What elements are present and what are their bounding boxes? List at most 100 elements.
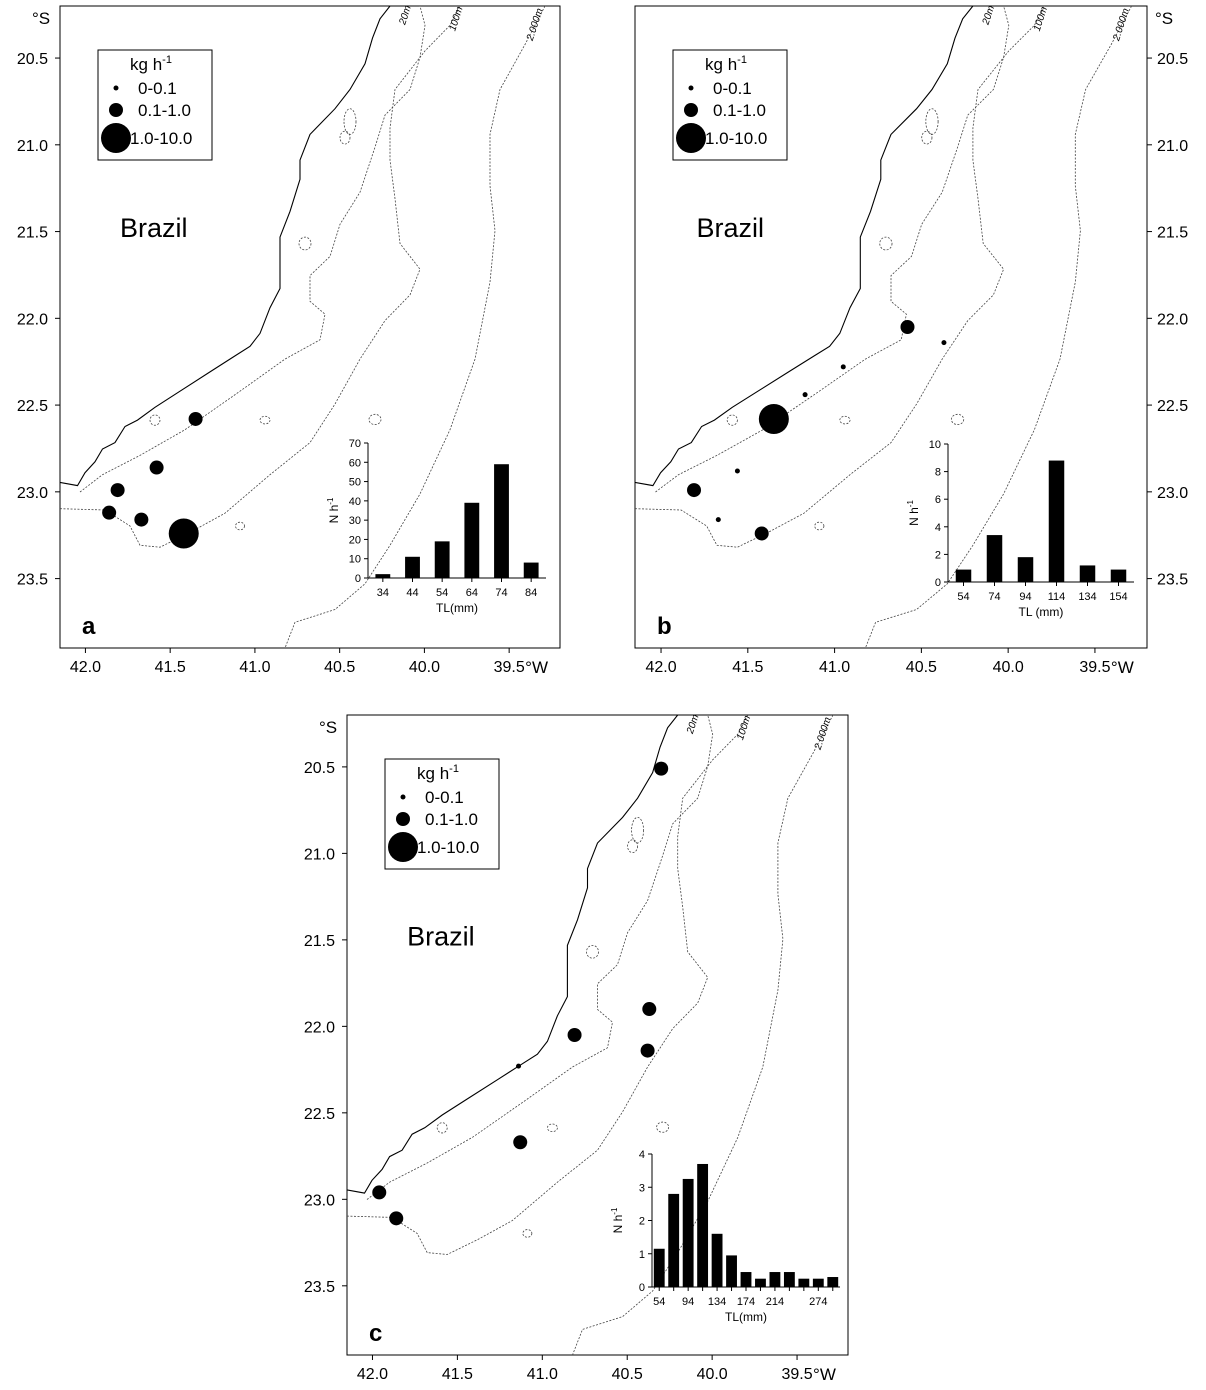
legend-class-label: 0.1-1.0 — [425, 810, 478, 829]
histogram-y-label-main: N h — [611, 1215, 625, 1234]
histogram-y-tick-label: 0 — [355, 573, 361, 585]
panel-letter: a — [82, 613, 96, 640]
lon-tick-label: 39.5 — [1079, 659, 1110, 676]
isobath-20m — [79, 6, 426, 493]
histogram-bar — [1048, 460, 1065, 582]
isobath-2000m — [572, 715, 834, 1355]
station-point — [389, 1211, 404, 1226]
isobath-islet — [631, 816, 644, 844]
isobath-islet — [259, 415, 271, 425]
coastline — [635, 6, 974, 487]
histogram-y-tick-label: 20 — [349, 534, 361, 546]
country-label: Brazil — [407, 921, 475, 951]
station-point — [168, 518, 199, 549]
isobath-islet — [235, 521, 245, 531]
coastline — [347, 715, 679, 1194]
lat-tick-label: 23.0 — [17, 485, 48, 502]
histogram-y-tick-label: 4 — [935, 522, 941, 534]
histogram-y-tick-label: 4 — [639, 1149, 645, 1161]
lat-tick-label: 21.0 — [304, 846, 335, 863]
histogram-bar — [697, 1163, 709, 1287]
histogram-y-tick-label: 0 — [935, 577, 941, 589]
histogram-x-tick-label: 154 — [1109, 591, 1127, 603]
lat-tick-label: 23.0 — [1157, 485, 1188, 502]
lon-tick-label: 41.5 — [732, 659, 763, 676]
station-point — [687, 483, 702, 498]
panel-letter: c — [369, 1320, 382, 1347]
lat-tick-label: 21.5 — [304, 933, 335, 950]
histogram-y-label: N h-1 — [326, 497, 341, 523]
lon-tick-label: 42.0 — [357, 1366, 388, 1383]
histogram-bar — [653, 1248, 665, 1287]
station-point — [734, 468, 740, 474]
lat-tick-label: 21.0 — [1157, 138, 1188, 155]
legend-title-main: kg h — [705, 55, 737, 74]
lon-tick-label: 40.0 — [697, 1366, 728, 1383]
histogram-bar — [405, 556, 420, 578]
isobath-islet — [343, 108, 357, 135]
map-panel-a: 20m 100m 2.000m20.521.021.522.022.523.023.… — [17, 4, 561, 677]
station-point — [715, 517, 721, 523]
isobath-islet — [339, 130, 351, 145]
lon-tick-label: 40.0 — [993, 659, 1024, 676]
country-label: Brazil — [120, 213, 188, 243]
lat-tick-label: 21.5 — [1157, 225, 1188, 242]
legend-symbol-1 — [396, 812, 410, 826]
histogram-bar — [682, 1178, 694, 1287]
lat-unit-label: °S — [319, 718, 337, 737]
lon-tick-label: 42.0 — [70, 659, 101, 676]
map-layers — [635, 6, 1132, 648]
legend-class-label: 0-0.1 — [138, 79, 177, 98]
station-point — [900, 320, 915, 334]
station-point — [102, 505, 117, 520]
station-point — [372, 1185, 387, 1200]
histogram-y-tick-label: 1 — [639, 1249, 645, 1261]
histogram-x-tick-label: 94 — [1019, 591, 1031, 603]
histogram-bar — [1079, 565, 1096, 582]
histogram-bar — [494, 464, 509, 578]
legend-title-main: kg h — [130, 55, 162, 74]
lat-tick-label: 23.5 — [1157, 572, 1188, 589]
lat-tick-label: 21.5 — [17, 225, 48, 242]
lon-tick-label: 39.5 — [494, 659, 525, 676]
legend-title-sup: -1 — [449, 763, 459, 775]
histogram-y-tick-label: 40 — [349, 496, 361, 508]
histogram-bar — [464, 502, 480, 578]
legend-class-label: 1.0-10.0 — [130, 129, 192, 148]
histogram-y-label-sup: -1 — [906, 500, 915, 508]
histogram-x-tick-label: 214 — [766, 1296, 784, 1308]
histogram-bar — [783, 1272, 795, 1287]
legend-title-sup: -1 — [737, 54, 747, 66]
isobath-2000m — [865, 6, 1132, 648]
histogram-x-tick-label: 134 — [1078, 591, 1096, 603]
country-label: Brazil — [696, 213, 764, 243]
isobath-islet — [627, 839, 638, 854]
histogram-x-tick-label: 174 — [737, 1296, 755, 1308]
legend-class-label: 0-0.1 — [425, 788, 464, 807]
lon-tick-label: 42.0 — [645, 659, 676, 676]
lon-tick-label: 41.5 — [442, 1366, 473, 1383]
histogram-bar — [769, 1272, 781, 1287]
histogram-y-tick-label: 8 — [935, 467, 941, 479]
legend-title-main: kg h — [417, 764, 449, 783]
histogram-y-label-sup: -1 — [326, 497, 335, 505]
legend-symbol-2 — [676, 123, 706, 153]
map-panel-b: 20m 100m 2.000m20.521.021.522.022.523.023.… — [634, 4, 1188, 677]
histogram-bar — [740, 1272, 752, 1287]
lat-tick-label: 21.0 — [17, 138, 48, 155]
legend-title: kg h-1 — [417, 763, 459, 783]
isobath-100m — [60, 6, 461, 548]
station-point — [802, 392, 808, 398]
isobath-islet — [436, 1122, 448, 1134]
isobath-islet — [546, 1123, 558, 1133]
station-point — [110, 483, 125, 498]
histogram-x-tick-label: 274 — [809, 1296, 827, 1308]
lat-tick-label: 23.5 — [304, 1279, 335, 1296]
legend-symbol-0 — [400, 794, 406, 800]
histogram-x-tick-label: 114 — [1048, 591, 1066, 603]
histogram-bar — [711, 1233, 723, 1287]
legend-symbol-2 — [101, 123, 131, 153]
histogram-bar — [812, 1278, 824, 1287]
histogram-bar — [726, 1255, 737, 1287]
map-layers — [60, 6, 546, 648]
